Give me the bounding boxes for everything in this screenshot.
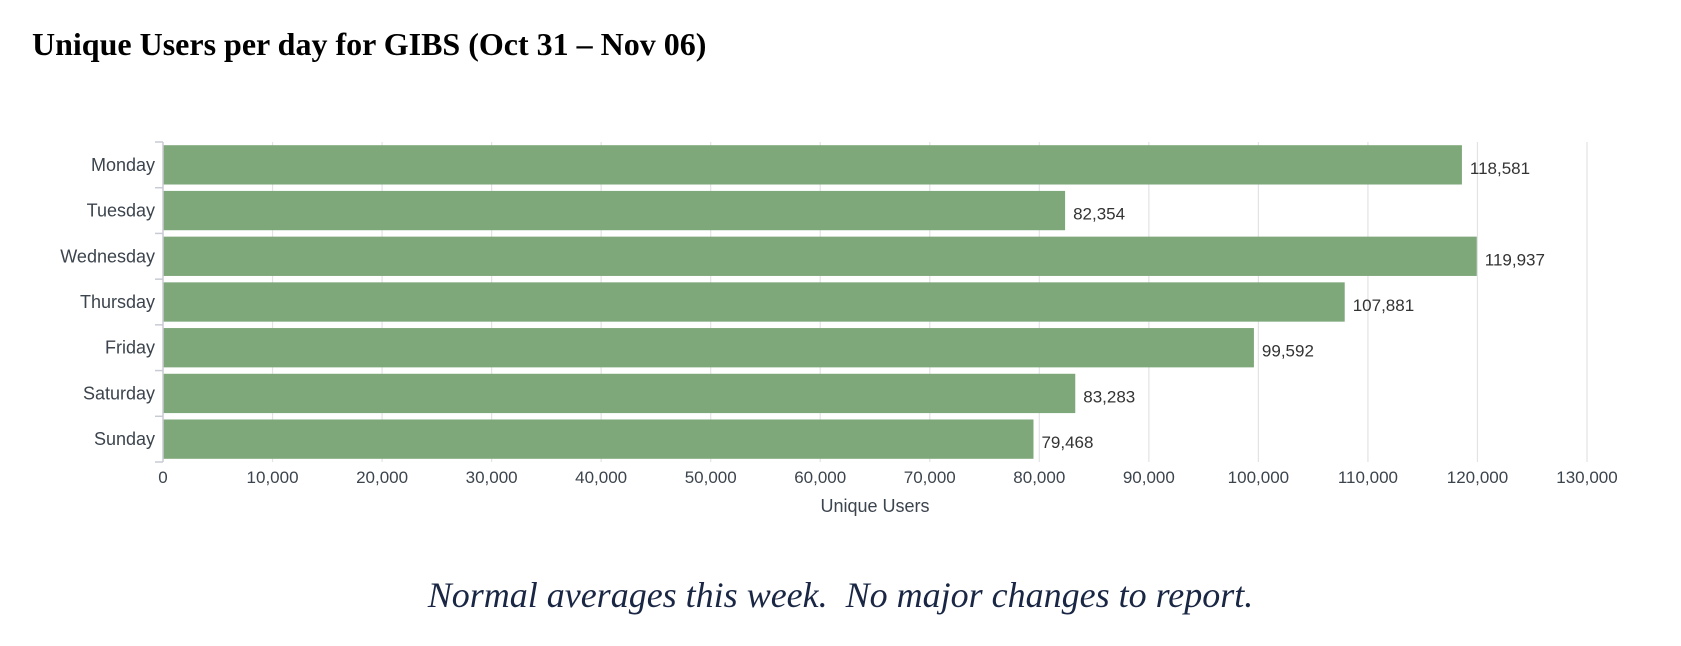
x-tick-label: 80,000 [1013,468,1065,487]
bar-value-label: 79,468 [1041,433,1093,452]
bars [163,145,1477,459]
x-tick-label: 90,000 [1123,468,1175,487]
x-tick-label: 50,000 [685,468,737,487]
y-category-label: Friday [105,338,155,358]
x-tick-label: 130,000 [1556,468,1617,487]
bar-value-label: 118,581 [1470,159,1530,178]
x-tick-label: 70,000 [904,468,956,487]
y-category-label: Thursday [80,292,155,312]
bar [163,145,1462,185]
bar-value-label: 83,283 [1083,387,1135,406]
y-category-label: Saturday [83,383,155,403]
bar-value-label: 119,937 [1485,250,1545,269]
y-category-label: Wednesday [60,246,155,266]
x-tick-label: 30,000 [466,468,518,487]
x-tick-label: 60,000 [794,468,846,487]
x-tick-label: 40,000 [575,468,627,487]
bar [163,190,1066,231]
labels: 0 10,000 20,000 30,000 40,000 50,000 60,000 70,… [60,155,1617,487]
x-tick-label: 10,000 [247,468,299,487]
bar [163,282,1345,322]
axes [155,141,164,463]
x-tick-label: 100,000 [1228,468,1289,487]
bar [163,373,1076,414]
x-axis-title: Unique Users [820,496,929,516]
summary-caption: Normal averages this week. No major chan… [427,575,1254,615]
bar [163,419,1034,459]
x-tick-label: 110,000 [1338,468,1398,487]
bar [163,236,1477,276]
bar-value-label: 82,354 [1073,205,1125,224]
x-tick-label: 0 [158,468,167,487]
y-category-label: Sunday [94,429,155,449]
y-category-label: Monday [91,155,155,175]
bar-value-label: 99,592 [1262,342,1314,361]
x-tick-label: 120,000 [1447,468,1508,487]
bar [163,328,1254,368]
x-tick-label: 20,000 [356,468,408,487]
y-category-label: Tuesday [87,201,155,221]
page-title: Unique Users per day for GIBS (Oct 31 – … [32,26,707,62]
bar-value-label: 107,881 [1353,296,1414,315]
